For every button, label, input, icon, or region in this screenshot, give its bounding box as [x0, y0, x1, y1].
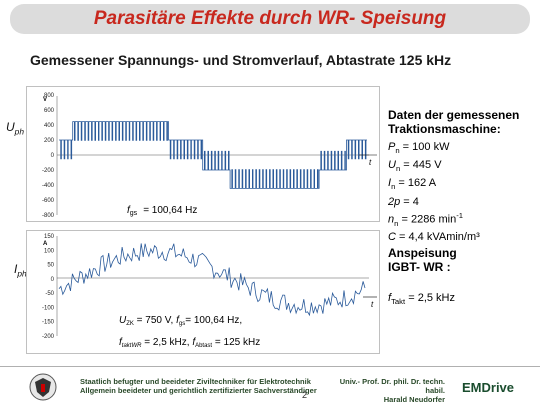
machine-row: In = 162 A [388, 177, 437, 192]
tick-label: -100 [42, 305, 55, 311]
machine-row: C = 4,4 kVAmin/m³ [388, 231, 480, 244]
machine-heading-1: Daten der gemessenen [388, 108, 520, 122]
tick-label: 600 [44, 108, 55, 114]
voltage-t-label: t [369, 158, 372, 167]
current-chart: A 150 100 50 0 -50 -100 -150 -200 t UZK = 750 V… [26, 230, 380, 354]
machine-row: nn = 2286 min-1 [388, 210, 464, 228]
ftakt-annotation: ftaktWR = 2,5 kHz, fAbtast = 125 kHz [119, 337, 260, 349]
tick-label: -800 [42, 213, 55, 219]
tick-label: 150 [44, 234, 55, 240]
tick-label: -200 [42, 168, 55, 174]
supply-heading-2: IGBT- WR : [388, 260, 451, 274]
current-waveform [58, 243, 366, 317]
tick-label: 200 [44, 138, 55, 144]
supply-panel: Anspeisung IGBT- WR : fTakt = 2,5 kHz [388, 246, 538, 306]
footer-divider [0, 366, 540, 367]
title-bar [10, 4, 530, 34]
tick-label: 0 [51, 153, 55, 159]
machine-row: Pn = 100 kW [388, 141, 450, 156]
machine-row: 2p = 4 [388, 195, 419, 208]
tick-label: -400 [42, 183, 55, 189]
slide-subtitle: Gemessener Spannungs- und Stromverlauf, … [30, 52, 452, 68]
voltage-axis-unit: V [43, 97, 47, 103]
current-side-label: Iph [14, 262, 27, 279]
eagle-logo-icon [29, 373, 57, 401]
page-number: 2 [302, 390, 308, 400]
machine-heading-2: Traktionsmaschine: [388, 122, 501, 136]
tick-label: 800 [44, 93, 55, 99]
tick-label: -150 [42, 320, 55, 326]
tick-label: -200 [42, 334, 55, 340]
page-title: Parasitäre Effekte durch WR- Speisung [93, 8, 447, 29]
voltage-ticks: 800 600 400 200 0 -200 -400 -600 -800 [42, 93, 55, 219]
footer-prof: Univ.- Prof. Dr. phil. Dr. techn. habil.… [339, 377, 445, 404]
tick-label: -50 [45, 291, 54, 297]
tick-label: 50 [47, 263, 54, 269]
footer-left: Staatlich befugter und beeideter Zivilte… [80, 377, 317, 395]
machine-data-panel: Daten der gemessenen Traktionsmaschine: … [388, 108, 538, 244]
tick-label: 0 [51, 277, 55, 283]
machine-rows: Pn = 100 kW Un = 445 V In = 162 A 2p = 4 nn … [388, 140, 538, 244]
voltage-chart: V 800 600 400 200 0 -200 -400 -600 -800 t fgs = 1… [26, 86, 380, 222]
voltage-side-label: Uph [6, 120, 24, 137]
current-ticks: 150 100 50 0 -50 -100 -150 -200 [42, 234, 55, 340]
uzk-annotation: UZK = 750 V, fgs= 100,64 Hz, [119, 315, 242, 327]
fgs-annotation: fgs = 100,64 Hz [127, 205, 197, 217]
brand-logo: EMDrive [462, 380, 515, 395]
tick-label: 400 [44, 123, 55, 129]
supply-heading-1: Anspeisung [388, 246, 457, 260]
current-t-label: t [371, 300, 374, 309]
current-axis-unit: A [43, 241, 48, 247]
tick-label: -600 [42, 198, 55, 204]
ftakt-value: fTakt = 2,5 kHz [388, 292, 455, 307]
tick-label: 100 [44, 248, 55, 254]
voltage-waveform [59, 121, 367, 189]
machine-row: Un = 445 V [388, 159, 442, 174]
